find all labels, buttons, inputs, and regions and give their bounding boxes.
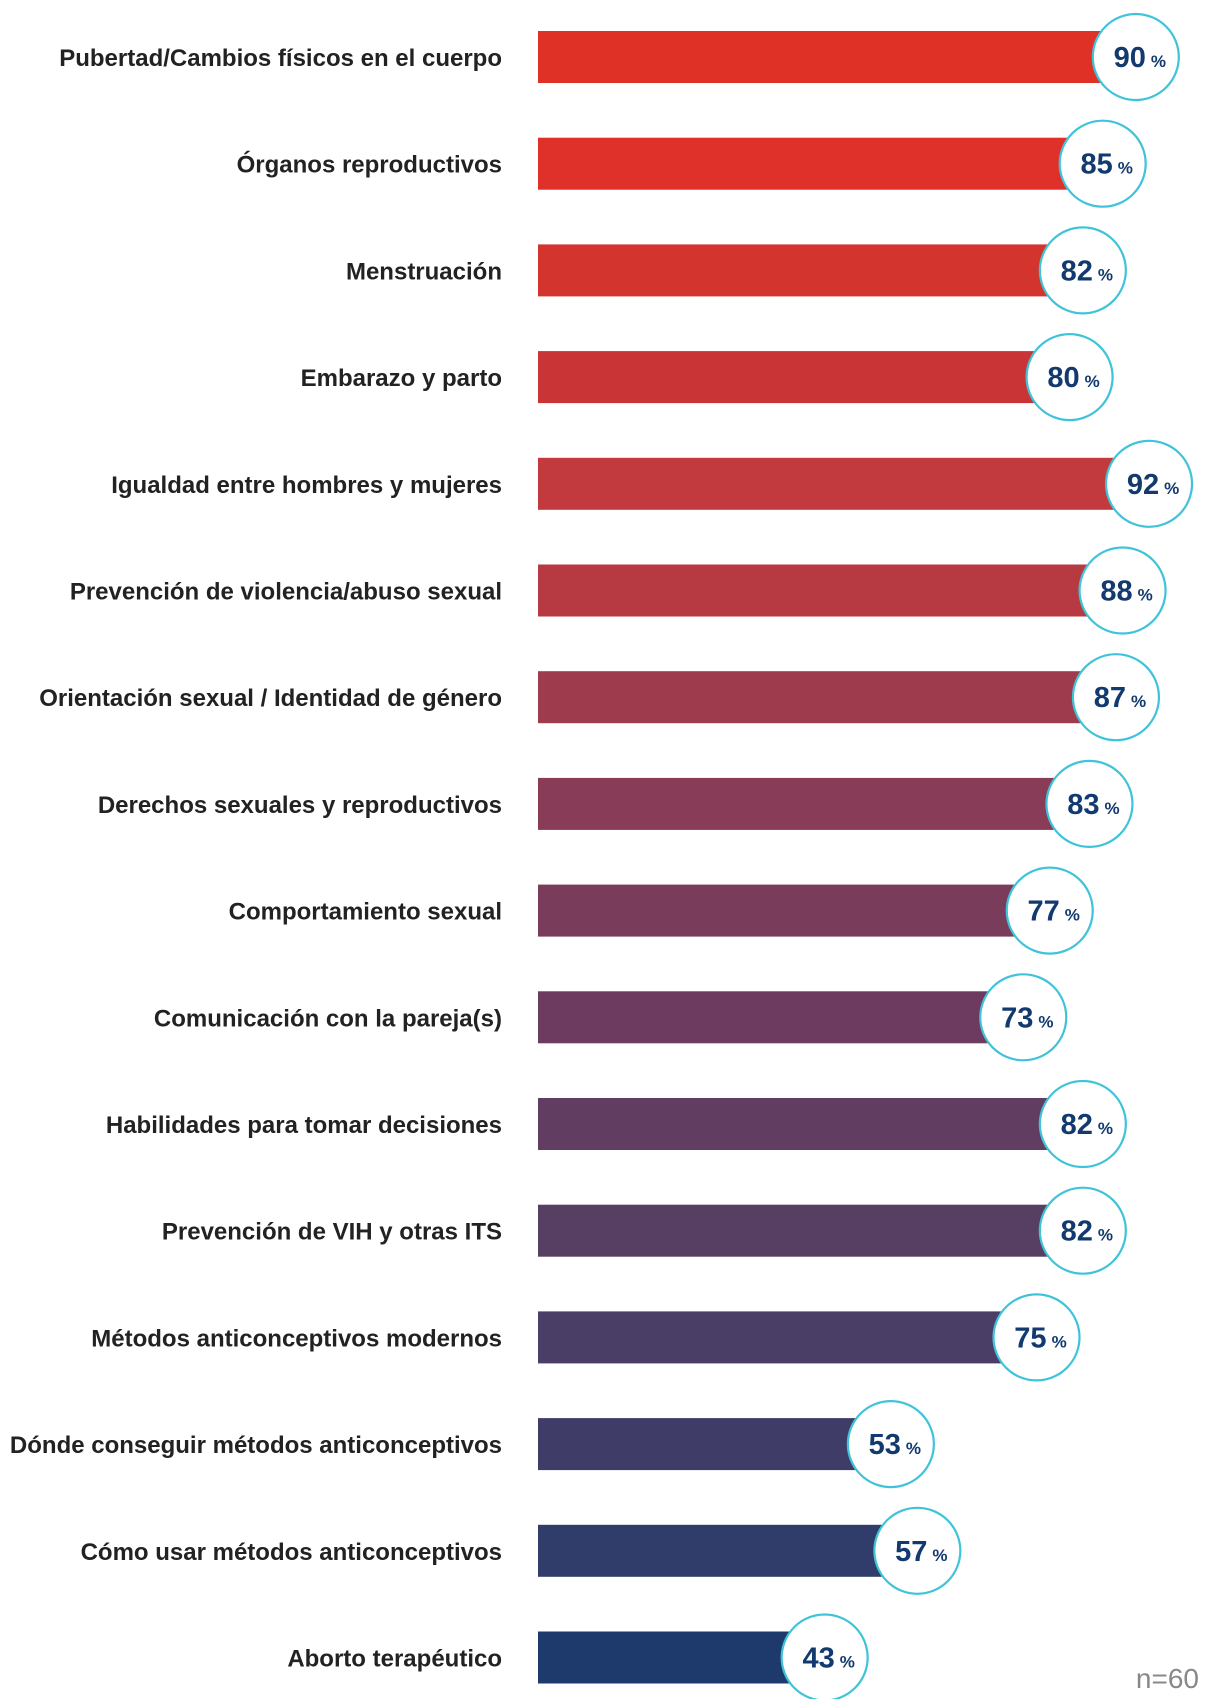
data-label-unit: % (1085, 372, 1100, 391)
category-label: Aborto terapéutico (287, 1646, 502, 1673)
bar (538, 1204, 1081, 1257)
data-label-value: 75 (1014, 1322, 1046, 1354)
value-bubble (1038, 226, 1127, 315)
data-label-value: 85 (1081, 149, 1113, 181)
bar (538, 137, 1101, 190)
value-bubble (1078, 546, 1167, 635)
bar (538, 244, 1081, 297)
bar (538, 1311, 1035, 1364)
bar (538, 1098, 1081, 1150)
bar (538, 564, 1121, 617)
data-label-value: 53 (869, 1429, 901, 1461)
category-label: Prevención de VIH y otras ITS (162, 1219, 502, 1246)
data-label-value: 77 (1028, 896, 1060, 928)
category-label: Menstruación (346, 258, 502, 285)
bar (538, 31, 1134, 83)
data-label-unit: % (1105, 799, 1120, 818)
data-label: 82% (1061, 1216, 1113, 1248)
value-bubble (1058, 119, 1147, 208)
category-label: Dónde conseguir métodos anticonceptivos (10, 1432, 502, 1459)
value-bubble (846, 1399, 935, 1489)
bar (538, 1631, 823, 1684)
data-label-value: 82 (1061, 1109, 1093, 1141)
data-label-value: 87 (1094, 682, 1126, 714)
bar (538, 884, 1048, 937)
category-label: Igualdad entre hombres y mujeres (111, 472, 502, 499)
data-label-unit: % (906, 1439, 921, 1458)
value-bubble (1038, 1186, 1127, 1275)
data-label: 92% (1127, 469, 1179, 501)
data-label-value: 80 (1047, 362, 1079, 394)
value-bubble (992, 1293, 1081, 1382)
category-label: Métodos anticonceptivos modernos (91, 1325, 502, 1352)
category-label: Pubertad/Cambios físicos en el cuerpo (59, 45, 502, 72)
data-label: 77% (1028, 896, 1080, 928)
bar (538, 1418, 889, 1471)
bar (538, 1524, 916, 1577)
value-bubble (780, 1613, 869, 1699)
data-label-unit: % (1065, 906, 1080, 925)
bar (538, 671, 1114, 724)
data-label-unit: % (1164, 479, 1179, 498)
data-label-value: 90 (1114, 42, 1146, 74)
value-bubble (1025, 333, 1114, 422)
category-label: Orientación sexual / Identidad de género (39, 685, 502, 712)
value-bubble (1104, 439, 1194, 528)
category-label: Comunicación con la pareja(s) (154, 1005, 502, 1032)
data-label-value: 83 (1067, 789, 1099, 821)
data-label-value: 43 (802, 1643, 834, 1675)
data-label-value: 73 (1001, 1002, 1033, 1034)
data-label: 85% (1081, 149, 1133, 181)
bar (538, 457, 1148, 510)
data-label: 87% (1094, 682, 1146, 714)
data-label-unit: % (1098, 1119, 1113, 1138)
bar (538, 777, 1088, 830)
data-label: 57% (895, 1536, 947, 1568)
data-label: 83% (1067, 789, 1119, 821)
data-label: 73% (1001, 1002, 1053, 1034)
category-label: Cómo usar métodos anticonceptivos (81, 1539, 502, 1566)
category-label: Derechos sexuales y reproductivos (98, 792, 502, 819)
data-label-unit: % (932, 1546, 947, 1565)
bar (538, 991, 1022, 1044)
category-label: Órganos reproductivos (237, 151, 502, 179)
data-label-unit: % (840, 1653, 855, 1672)
data-label-value: 82 (1061, 1216, 1093, 1248)
value-bubble (1045, 759, 1134, 849)
category-label: Habilidades para tomar decisiones (106, 1112, 502, 1139)
data-label-value: 88 (1100, 576, 1132, 608)
data-label: 82% (1061, 255, 1113, 287)
value-bubble (1071, 653, 1161, 742)
data-label-unit: % (1131, 692, 1146, 711)
data-label-value: 57 (895, 1536, 927, 1568)
data-label: 88% (1100, 576, 1152, 608)
data-label-value: 82 (1061, 255, 1093, 287)
data-label: 53% (869, 1429, 921, 1461)
value-bubble (1038, 1079, 1127, 1169)
data-label-unit: % (1098, 265, 1113, 284)
data-label: 82% (1061, 1109, 1113, 1141)
value-bubble (1005, 866, 1094, 955)
data-label: 75% (1014, 1322, 1066, 1354)
data-label-unit: % (1151, 52, 1166, 71)
data-label-unit: % (1118, 159, 1133, 178)
category-label: Comportamiento sexual (229, 899, 502, 926)
bar (538, 351, 1068, 404)
value-bubble (1091, 12, 1180, 102)
data-label-unit: % (1098, 1226, 1113, 1245)
category-label: Prevención de violencia/abuso sexual (70, 579, 502, 606)
value-bubble (979, 973, 1068, 1062)
data-label: 43% (802, 1643, 854, 1675)
sample-size-note: n=60 (1136, 1663, 1199, 1694)
value-bubble (873, 1506, 962, 1595)
data-label-unit: % (1138, 586, 1153, 605)
data-label-unit: % (1052, 1332, 1067, 1351)
data-label-value: 92 (1127, 469, 1159, 501)
data-label-unit: % (1038, 1012, 1053, 1031)
data-label: 80% (1047, 362, 1099, 394)
data-label: 90% (1114, 42, 1166, 74)
category-label: Embarazo y parto (301, 365, 502, 392)
